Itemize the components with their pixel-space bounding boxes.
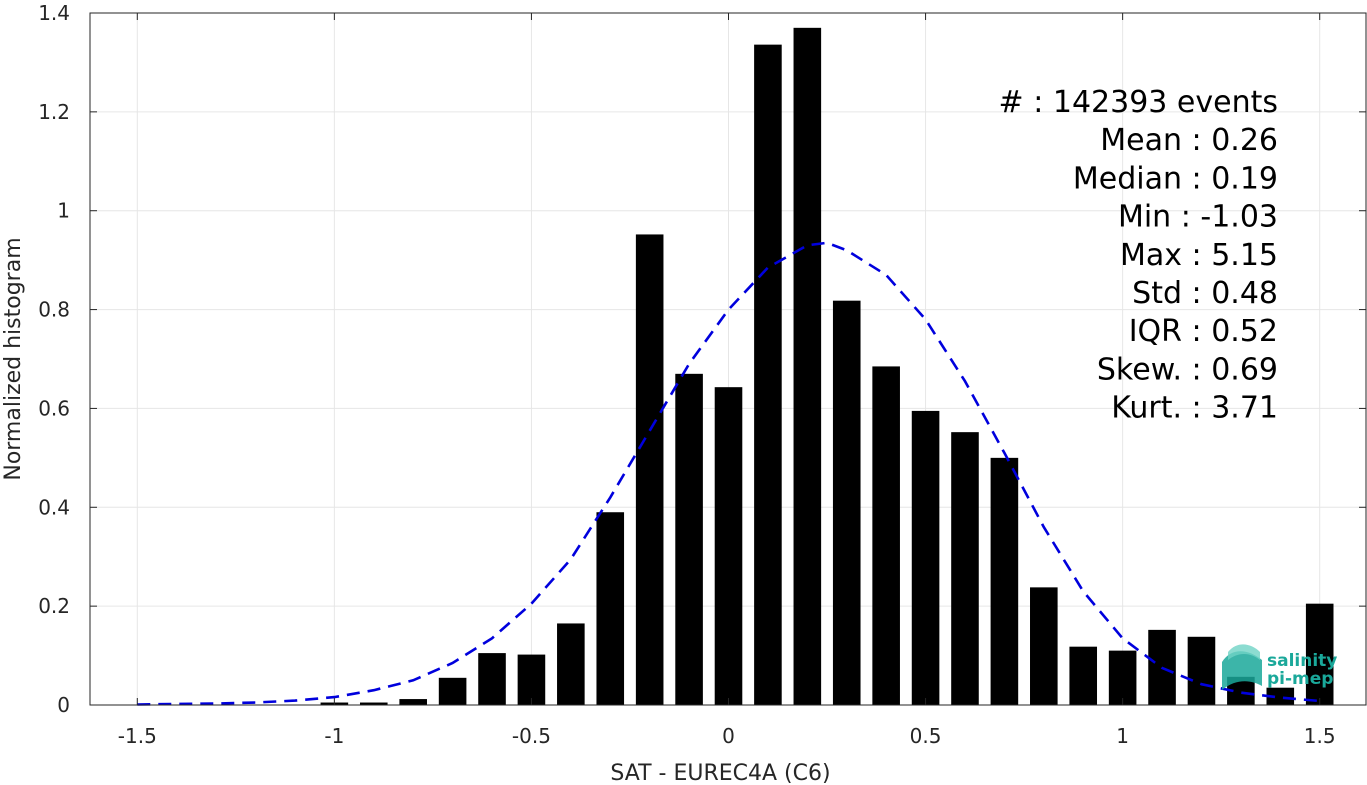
histogram-bar [911,410,940,705]
histogram-bar [951,432,979,705]
fit-curve [137,241,1320,706]
x-tick-label: -0.5 [512,724,551,748]
histogram-bar [714,387,743,705]
x-tick-label: 1.5 [1304,724,1336,748]
stat-line: Max : 5.15 [1120,238,1278,273]
histogram-bar [478,653,506,705]
y-axis-label: Normalized histogram [1,237,26,480]
histogram-bar [557,623,585,705]
histogram-bar [793,27,822,706]
grid-lines [90,12,1367,706]
histogram-bar [399,699,427,705]
logo-text-pi-mep: pi-mep [1267,669,1333,689]
stat-line: Kurt. : 3.71 [1111,391,1278,426]
stat-line: Mean : 0.26 [1100,123,1278,158]
histogram-bar [1266,687,1295,705]
histogram-bar [438,677,467,705]
histogram-bar [1187,636,1216,705]
x-tick-label: 0.5 [910,724,942,748]
y-tick-label: 0.8 [38,298,70,322]
histogram-bar [1030,587,1058,705]
y-tick-label: 0.4 [38,495,70,519]
stat-line: Std : 0.48 [1132,276,1278,311]
histogram-bar [635,234,664,705]
y-tick-label: 1 [57,199,70,223]
salinity-pi-mep-logo: salinity pi-mep [1222,644,1337,690]
histogram-bar [754,44,782,706]
histogram-bar [1305,603,1334,705]
histogram-bar [359,702,388,705]
x-tick-label: 0 [722,724,735,748]
logo-wave-icon [1222,651,1262,690]
x-axis-label: SAT - EUREC4A (C6) [610,761,830,785]
stat-line: IQR : 0.52 [1129,314,1278,349]
histogram-bar [832,300,861,705]
histogram-bars [320,27,1334,706]
histogram-bar [1069,646,1098,705]
histogram-bar [517,654,546,705]
x-axis-ticks: -1.5 -1 -0.5 0 0.5 1 1.5 [118,13,1336,748]
y-tick-label: 0 [57,693,70,717]
y-tick-label: 0.6 [38,396,70,420]
histogram-bar [1108,650,1137,705]
x-tick-label: -1.5 [118,724,157,748]
logo-wave-icon-back [1228,644,1260,660]
stat-line: Min : -1.03 [1118,200,1278,235]
y-tick-label: 0.2 [38,594,70,618]
x-tick-label: -1 [324,724,344,748]
x-tick-label: 1 [1116,724,1129,748]
stat-line: # : 142393 events [999,85,1278,120]
y-tick-label: 1.2 [38,100,70,124]
stat-line: Skew. : 0.69 [1097,352,1278,387]
stat-line: Median : 0.19 [1073,161,1278,196]
y-axis-ticks: 0 0.2 0.4 0.6 0.8 1 1.2 1.4 [38,1,1366,717]
histogram-bar [596,512,625,705]
histogram-bar [675,373,703,705]
logo-text-salinity: salinity [1267,651,1337,671]
histogram-bar [872,366,900,705]
histogram-bar [990,457,1019,705]
y-tick-label: 1.4 [38,1,70,25]
